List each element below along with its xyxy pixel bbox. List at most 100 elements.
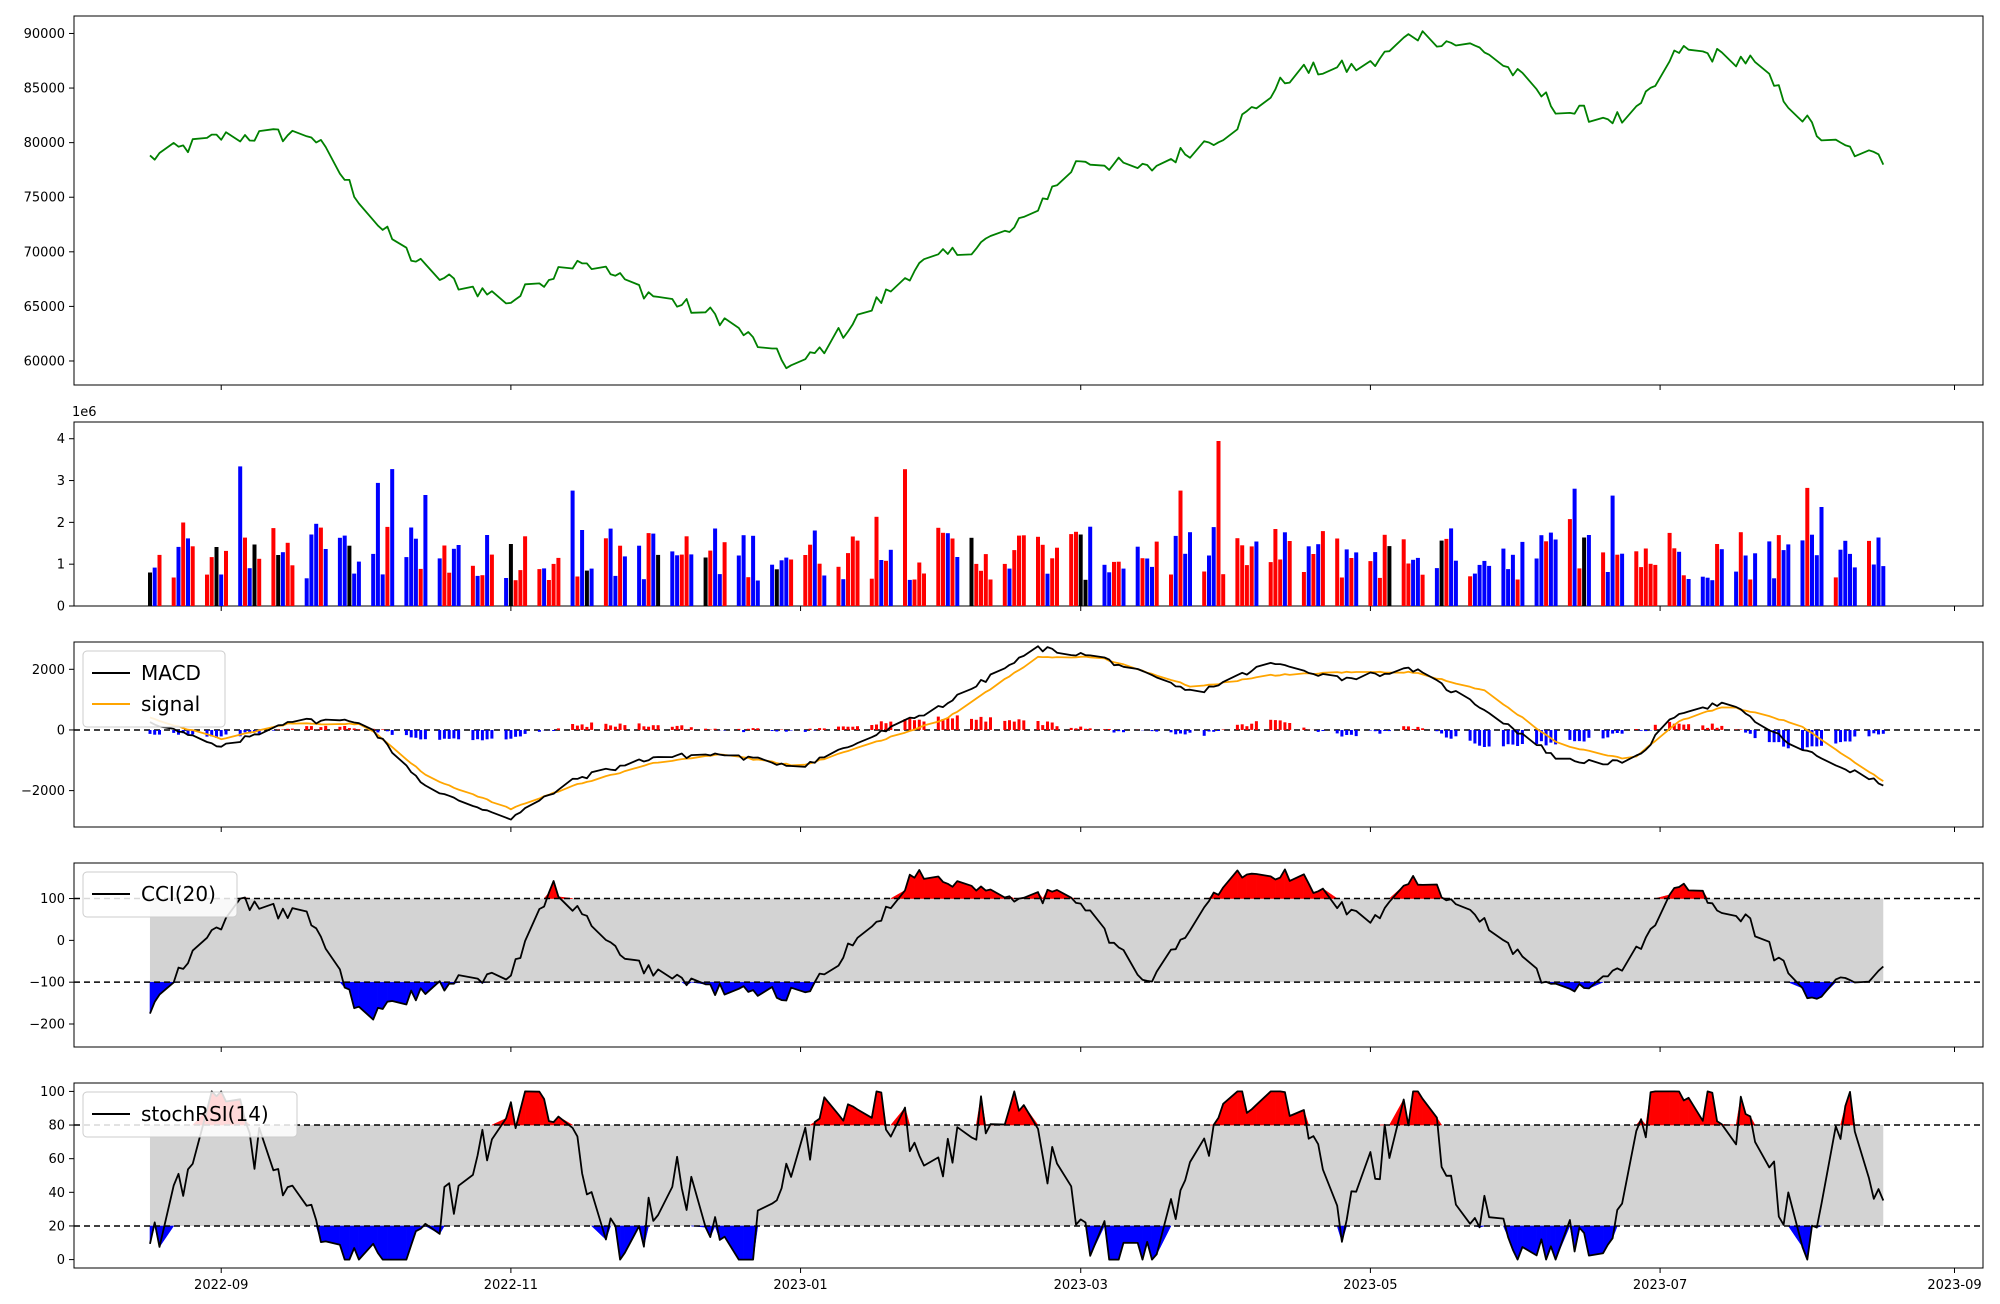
volume-bar [889,550,893,606]
x-tick-label: 2023-01 [773,1278,827,1293]
macd-histogram-bar [405,730,408,735]
x-tick-label: 2023-03 [1054,1278,1108,1293]
volume-bar [1877,538,1881,607]
volume-bar [1321,531,1325,606]
macd-histogram-bar [391,730,394,735]
volume-bar [974,564,978,606]
volume-bar [148,573,152,607]
volume-bar [1544,541,1548,606]
macd-histogram-bar [1018,719,1021,730]
macd-histogram-bar [1079,727,1082,730]
macd-histogram-bar [1568,730,1571,740]
macd-histogram-bar [851,727,854,730]
volume-bar [580,530,584,606]
macd-histogram-bar [956,715,959,730]
volume-bar [1601,552,1605,606]
volume-bar [851,537,855,607]
cci-legend-label: CCI(20) [141,882,216,906]
volume-bar [1734,572,1738,606]
macd-histogram-bar [771,730,774,731]
volume-bar [423,495,427,606]
macd-histogram-bar [519,730,522,736]
macd-histogram-bar [1839,730,1842,742]
volume-bar [158,555,162,606]
volume-bar [737,556,741,607]
volume-bar [1568,519,1572,606]
macd-histogram-bar [1735,729,1738,730]
cci-oversold-fill-segment [354,982,359,1008]
cci-oversold-fill-segment [1812,982,1817,999]
macd-histogram-bar [1412,729,1415,730]
volume-bar [1316,544,1320,606]
volume-bar [1387,546,1391,606]
volume-bar [457,545,461,606]
volume-bar [590,569,594,606]
volume-bar [390,469,394,606]
volume-bar [1516,580,1520,607]
macd-histogram-bar [1350,730,1353,735]
macd-histogram-bar [1084,729,1087,730]
volume-bar [253,545,257,607]
macd-histogram-bar [875,725,878,730]
macd-histogram-bar [614,727,617,730]
macd-histogram-bar [286,729,289,730]
volume-bar [951,539,955,607]
stochrsi-overbought-fill-segment [1237,1091,1242,1125]
macd-histogram-bar [647,727,650,730]
cci-y-tick-label: −100 [29,976,65,991]
stochrsi-overbought-fill-segment [525,1091,539,1125]
macd-histogram-bar [619,724,622,730]
macd-histogram-bar [937,717,940,730]
volume-bar [1117,562,1121,606]
volume-bar [371,554,375,606]
macd-histogram-bar [1189,730,1192,733]
macd-histogram-bar [1302,728,1305,730]
volume-bar [822,576,826,607]
volume-bar [946,533,950,606]
macd-histogram-bar [153,730,156,735]
cci-y-tick-label: −200 [29,1018,65,1033]
macd-histogram-bar [1212,730,1215,732]
volume-bar [1506,569,1510,606]
macd-histogram-bar [272,730,275,731]
macd-histogram-bar [818,728,821,730]
macd-histogram-bar [676,726,679,730]
stochrsi-y-tick-label: 40 [48,1186,65,1201]
volume-bar [875,517,879,606]
volume-bar [1269,562,1273,606]
macd-histogram-bar [885,723,888,730]
macd-histogram-bar [1606,730,1609,737]
volume-bar [1307,546,1311,606]
macd-histogram-bar [837,727,840,730]
macd-histogram-bar [1739,730,1742,731]
macd-histogram-bar [790,730,793,731]
macd-histogram-bar [1478,730,1481,746]
stochrsi-y-tick-label: 0 [57,1253,65,1268]
volume-bar [357,562,361,606]
volume-bar [1839,550,1843,606]
macd-histogram-bar [1768,730,1771,742]
volume-bar [1535,559,1539,607]
macd-histogram-bar [1321,730,1324,731]
macd-histogram-bar [291,729,294,730]
x-tick-label: 2022-11 [484,1278,538,1293]
volume-bar [314,524,318,606]
volume-bar [476,576,480,606]
volume-bar [352,574,356,606]
volume-bar [1468,576,1472,606]
macd-histogram-bar [823,728,826,730]
volume-bar [746,577,750,606]
volume-bar [936,528,940,606]
stochrsi-y-tick-label: 20 [48,1219,65,1234]
volume-bar [1853,567,1857,606]
volume-bar [1701,577,1705,606]
x-tick-label: 2023-07 [1633,1278,1687,1293]
macd-histogram-bar [880,721,883,730]
stochrsi-legend: stochRSI(14) [83,1092,297,1137]
volume-bar [514,580,518,606]
macd-histogram-bar [1279,720,1282,730]
macd-histogram-bar [1469,730,1472,741]
macd-histogram-bar [1754,730,1757,738]
macd-histogram-bar [1037,721,1040,730]
macd-histogram-bar [1450,730,1453,739]
